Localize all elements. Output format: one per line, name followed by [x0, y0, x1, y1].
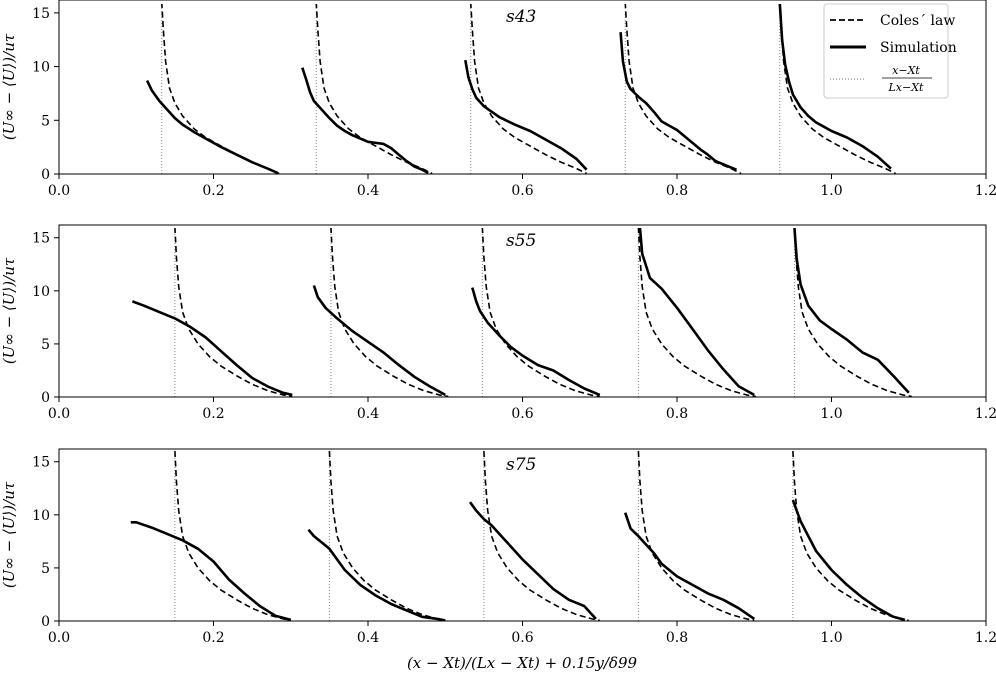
- simulation-line: [468, 501, 597, 620]
- y-axis-label: (U∞ − ⟨U⟩)/uτ: [0, 257, 18, 364]
- coles-law-line: [174, 451, 291, 621]
- coles-law-line: [470, 4, 587, 174]
- y-tick-label: 5: [41, 337, 50, 353]
- x-tick-label: 0.4: [357, 406, 379, 422]
- y-tick-label: 15: [32, 6, 50, 22]
- y-tick-label: 10: [32, 508, 50, 524]
- simulation-line: [131, 300, 293, 397]
- coles-law-line: [315, 4, 433, 174]
- y-tick-label: 15: [32, 455, 50, 471]
- coles-law-line: [624, 4, 742, 174]
- simulation-line: [619, 32, 737, 171]
- x-tick-label: 1.0: [820, 183, 842, 199]
- x-tick-label: 0.0: [48, 630, 70, 646]
- legend-fraction-denominator: Lx−Xt: [888, 81, 925, 94]
- simulation-line: [793, 228, 910, 394]
- simulation-line: [638, 228, 755, 397]
- x-tick-label: 1.2: [975, 183, 996, 199]
- x-tick-label: 0.8: [666, 406, 688, 422]
- x-tick-label: 0.2: [202, 183, 224, 199]
- simulation-line: [312, 285, 446, 397]
- x-tick-label: 1.2: [975, 406, 996, 422]
- coles-law-line: [793, 228, 912, 398]
- coles-law-line: [481, 228, 600, 398]
- x-tick-label: 0.6: [511, 183, 533, 199]
- x-tick-label: 0.8: [666, 630, 688, 646]
- x-tick-label: 0.2: [202, 406, 224, 422]
- y-tick-label: 10: [32, 60, 50, 76]
- simulation-line: [791, 499, 906, 621]
- coles-law-line: [328, 451, 446, 621]
- x-tick-label: 0.6: [511, 406, 533, 422]
- panel-label: s75: [506, 455, 536, 475]
- y-tick-label: 5: [41, 561, 50, 577]
- x-axis-label: (x − Xt)/(Lx − Xt) + 0.15y/δ99: [407, 654, 638, 672]
- simulation-line: [464, 59, 588, 171]
- x-tick-label: 0.6: [511, 630, 533, 646]
- legend-simulation-label: Simulation: [880, 40, 957, 56]
- panel-s43: 0.0 0.2 0.4 0.6 0.8 1.0 1.2 0 5 10 15 s43 (U∞ − ⟨U…: [0, 0, 996, 199]
- panel-s55: 0.0 0.2 0.4 0.6 0.8 1.0 1.2 0 5 10 15 s55 (U∞ − ⟨U…: [0, 224, 996, 422]
- coles-law-line: [637, 228, 756, 398]
- x-tick-label: 0.0: [48, 406, 70, 422]
- x-tick-label: 1.0: [820, 406, 842, 422]
- legend: Coles´ law Simulation x−Xt Lx−Xt: [823, 3, 957, 99]
- simulation-line: [307, 528, 446, 621]
- simulation-line: [471, 287, 601, 397]
- simulation-line: [301, 67, 429, 174]
- y-axis-label: (U∞ − ⟨U⟩)/uτ: [0, 33, 18, 140]
- coles-law-line: [483, 451, 600, 621]
- y-axis-label: (U∞ − ⟨U⟩)/uτ: [0, 481, 18, 588]
- y-tick-label: 0: [41, 167, 50, 183]
- simulation-line: [623, 512, 756, 620]
- legend-fraction-numerator: x−Xt: [892, 64, 920, 77]
- x-tick-label: 0.4: [357, 183, 379, 199]
- x-tick-label: 0.4: [357, 630, 379, 646]
- y-tick-label: 5: [41, 113, 50, 129]
- y-tick-label: 0: [41, 390, 50, 406]
- simulation-line: [130, 521, 292, 621]
- legend-coles-label: Coles´ law: [880, 13, 955, 29]
- coles-law-line: [330, 228, 449, 398]
- panel-label: s55: [506, 231, 536, 251]
- simulation-line: [778, 4, 892, 170]
- simulation-line: [145, 80, 279, 174]
- x-tick-label: 0.2: [202, 630, 224, 646]
- x-tick-label: 0.8: [666, 183, 688, 199]
- coles-law-line: [792, 451, 909, 621]
- x-tick-label: 0.0: [48, 183, 70, 199]
- coles-law-line: [637, 451, 755, 621]
- y-tick-label: 15: [32, 231, 50, 247]
- panel-label: s43: [506, 7, 536, 27]
- legend-frame: [823, 3, 949, 99]
- panel-s75: 0.0 0.2 0.4 0.6 0.8 1.0 1.2 0 5 10 15 s75 (U∞ − ⟨U…: [0, 448, 996, 672]
- y-tick-label: 0: [41, 614, 50, 630]
- coles-law-line: [174, 228, 293, 398]
- y-tick-label: 10: [32, 284, 50, 300]
- x-tick-label: 1.2: [975, 630, 996, 646]
- x-tick-label: 1.0: [820, 630, 842, 646]
